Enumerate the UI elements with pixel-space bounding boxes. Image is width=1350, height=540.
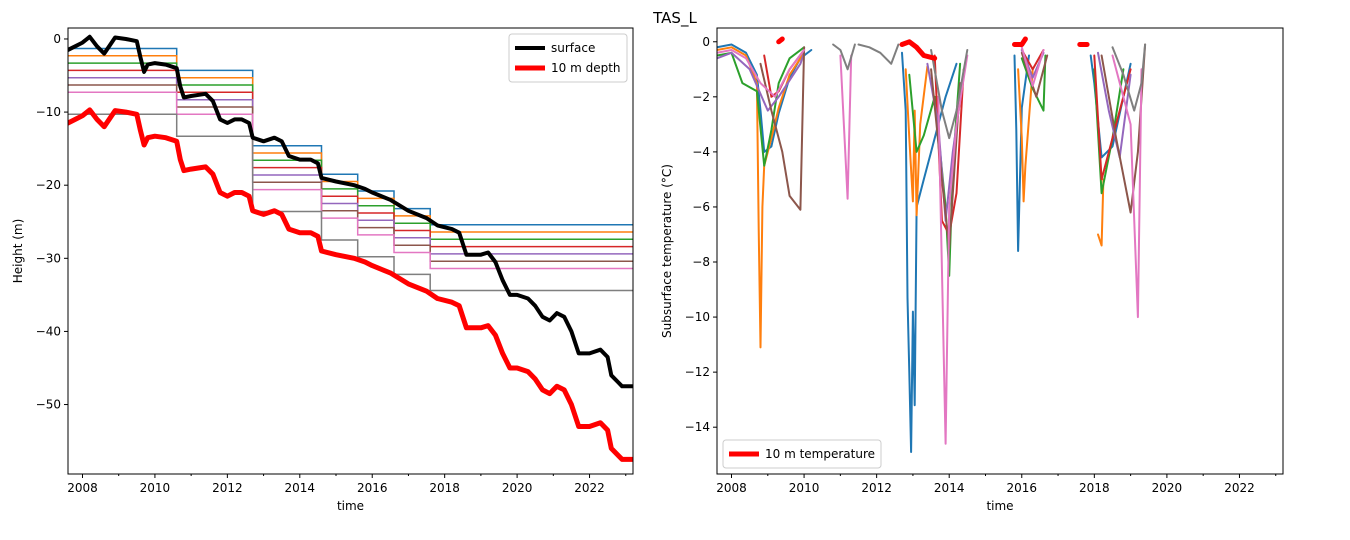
step-series-line bbox=[68, 47, 633, 226]
y-tick-label: −10 bbox=[36, 105, 61, 119]
y-tick-label: −14 bbox=[685, 420, 710, 434]
x-tick-label: 2012 bbox=[861, 481, 892, 495]
axes-frame bbox=[67, 27, 634, 475]
sensor-series-line bbox=[717, 43, 813, 153]
y-tick-label: −2 bbox=[692, 90, 710, 104]
x-axis-label: time bbox=[986, 499, 1013, 513]
x-tick-label: 2016 bbox=[1006, 481, 1037, 495]
figure-title: TAS_L bbox=[652, 9, 697, 28]
y-tick-label: −40 bbox=[36, 324, 61, 338]
step-series-line bbox=[68, 62, 633, 241]
sensor-series-line bbox=[1093, 54, 1132, 181]
step-series-line bbox=[68, 76, 633, 255]
sensor-series-line bbox=[930, 49, 969, 140]
x-tick-label: 2020 bbox=[502, 481, 533, 495]
sensor-series-line bbox=[1020, 54, 1047, 112]
y-tick-label: −20 bbox=[36, 178, 61, 192]
step-series-line bbox=[68, 69, 633, 248]
y-tick-label: −4 bbox=[692, 145, 710, 159]
sensor-series-line bbox=[857, 43, 900, 65]
plot-area bbox=[717, 36, 1147, 453]
sensor-series-line bbox=[839, 54, 853, 200]
legend-label: 10 m depth bbox=[551, 61, 621, 75]
sensor-series-line bbox=[1020, 49, 1045, 71]
sensor-series-line bbox=[717, 51, 806, 112]
legend-label: surface bbox=[551, 41, 595, 55]
y-axis-label: Subsurface temperature (°C) bbox=[660, 164, 674, 338]
y-tick-label: −8 bbox=[692, 255, 710, 269]
plot-area bbox=[68, 34, 633, 462]
sensor-series-line bbox=[1017, 68, 1034, 203]
height-chart: 2008 2010 2012 2014 2016 2018 2020 2022 0 −10 −20 −… bbox=[11, 27, 634, 513]
x-tick-label: 2016 bbox=[357, 481, 388, 495]
sensor-series-line bbox=[1013, 54, 1030, 252]
legend-box bbox=[722, 439, 882, 469]
axes-frame bbox=[716, 27, 1284, 475]
sensor-series-line bbox=[937, 54, 969, 445]
x-tick-label: 2008 bbox=[716, 481, 747, 495]
x-tick-label: 2014 bbox=[285, 481, 316, 495]
series-line-10-m-depth bbox=[68, 107, 633, 462]
y-tick-label: −10 bbox=[685, 310, 710, 324]
x-tick-label: 2010 bbox=[140, 481, 171, 495]
reference-series-line bbox=[899, 39, 938, 61]
x-tick-label: 2018 bbox=[429, 481, 460, 495]
x-axis-label: time bbox=[337, 499, 364, 513]
step-series-line bbox=[68, 84, 633, 262]
x-tick-label: 2020 bbox=[1152, 481, 1183, 495]
sensor-series-line bbox=[930, 68, 962, 250]
step-series-line bbox=[68, 91, 633, 270]
x-tick-label: 2010 bbox=[789, 481, 820, 495]
y-tick-label: −30 bbox=[36, 251, 61, 265]
y-tick-label: 0 bbox=[53, 32, 61, 46]
x-tick-label: 2018 bbox=[1079, 481, 1110, 495]
reference-series-line bbox=[1012, 36, 1028, 47]
legend: surface 10 m depth bbox=[508, 33, 628, 83]
sensor-series-line bbox=[717, 46, 806, 349]
x-tick-label: 2022 bbox=[1224, 481, 1255, 495]
y-axis-label: Height (m) bbox=[11, 219, 25, 284]
sensor-series-line bbox=[904, 65, 929, 217]
legend-label: 10 m temperature bbox=[765, 447, 875, 461]
sensor-series-line bbox=[1111, 43, 1147, 112]
y-tick-label: −50 bbox=[36, 398, 61, 412]
step-series-line bbox=[68, 113, 633, 292]
y-tick-label: 0 bbox=[702, 35, 710, 49]
sensor-series-line bbox=[717, 46, 806, 167]
x-tick-label: 2008 bbox=[67, 481, 98, 495]
series-line-surface bbox=[68, 34, 633, 389]
temperature-chart: 2008 2010 2012 2014 2016 2018 2020 2022 0 −2 −4 −6 −… bbox=[660, 27, 1284, 513]
x-tick-label: 2012 bbox=[212, 481, 243, 495]
x-tick-label: 2022 bbox=[574, 481, 605, 495]
sensor-series-line bbox=[832, 43, 856, 71]
y-tick-label: −6 bbox=[692, 200, 710, 214]
sensor-series-line bbox=[1111, 54, 1143, 319]
legend: 10 m temperature bbox=[722, 439, 882, 469]
x-tick-label: 2014 bbox=[934, 481, 965, 495]
sensor-series-line bbox=[1097, 51, 1132, 159]
sensor-series-line bbox=[717, 49, 806, 98]
sensor-series-line bbox=[1020, 46, 1045, 87]
sensor-series-line bbox=[759, 46, 806, 211]
sensor-series-line bbox=[1097, 178, 1105, 247]
y-tick-label: −12 bbox=[685, 365, 710, 379]
reference-series-line bbox=[776, 36, 785, 45]
